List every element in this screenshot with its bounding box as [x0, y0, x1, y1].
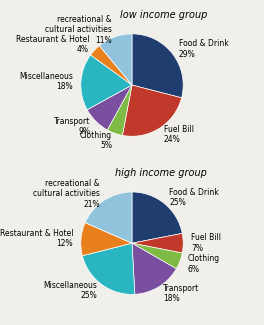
- Wedge shape: [132, 192, 182, 243]
- Wedge shape: [85, 192, 132, 243]
- Wedge shape: [81, 223, 132, 256]
- Wedge shape: [81, 55, 132, 110]
- Text: Miscellaneous
18%: Miscellaneous 18%: [19, 72, 73, 91]
- Wedge shape: [132, 34, 183, 98]
- Text: Fuel Bill
7%: Fuel Bill 7%: [191, 233, 221, 253]
- Text: Restaurant & Hotel
4%: Restaurant & Hotel 4%: [16, 35, 89, 55]
- Text: Transport
9%: Transport 9%: [54, 117, 90, 136]
- Text: Food & Drink
25%: Food & Drink 25%: [169, 188, 219, 207]
- Text: Clothing
5%: Clothing 5%: [80, 131, 112, 150]
- Text: recreational &
cultural activities
11%: recreational & cultural activities 11%: [45, 15, 112, 45]
- Wedge shape: [99, 34, 132, 85]
- Wedge shape: [82, 243, 135, 294]
- Text: Restaurant & Hotel
12%: Restaurant & Hotel 12%: [0, 228, 73, 248]
- Text: Miscellaneous
25%: Miscellaneous 25%: [43, 281, 97, 300]
- Text: Food & Drink
29%: Food & Drink 29%: [178, 39, 228, 58]
- Text: Clothing
6%: Clothing 6%: [187, 254, 219, 274]
- Wedge shape: [107, 85, 132, 135]
- Wedge shape: [91, 46, 132, 85]
- Wedge shape: [132, 243, 176, 294]
- Wedge shape: [132, 243, 182, 269]
- Text: low income group: low income group: [120, 10, 207, 20]
- Wedge shape: [132, 233, 183, 253]
- Wedge shape: [87, 85, 132, 130]
- Wedge shape: [122, 85, 182, 136]
- Text: recreational &
cultural activities
21%: recreational & cultural activities 21%: [33, 179, 100, 209]
- Text: Fuel Bill
24%: Fuel Bill 24%: [164, 125, 194, 145]
- Text: Transport
18%: Transport 18%: [163, 284, 199, 303]
- Text: high income group: high income group: [115, 168, 207, 178]
